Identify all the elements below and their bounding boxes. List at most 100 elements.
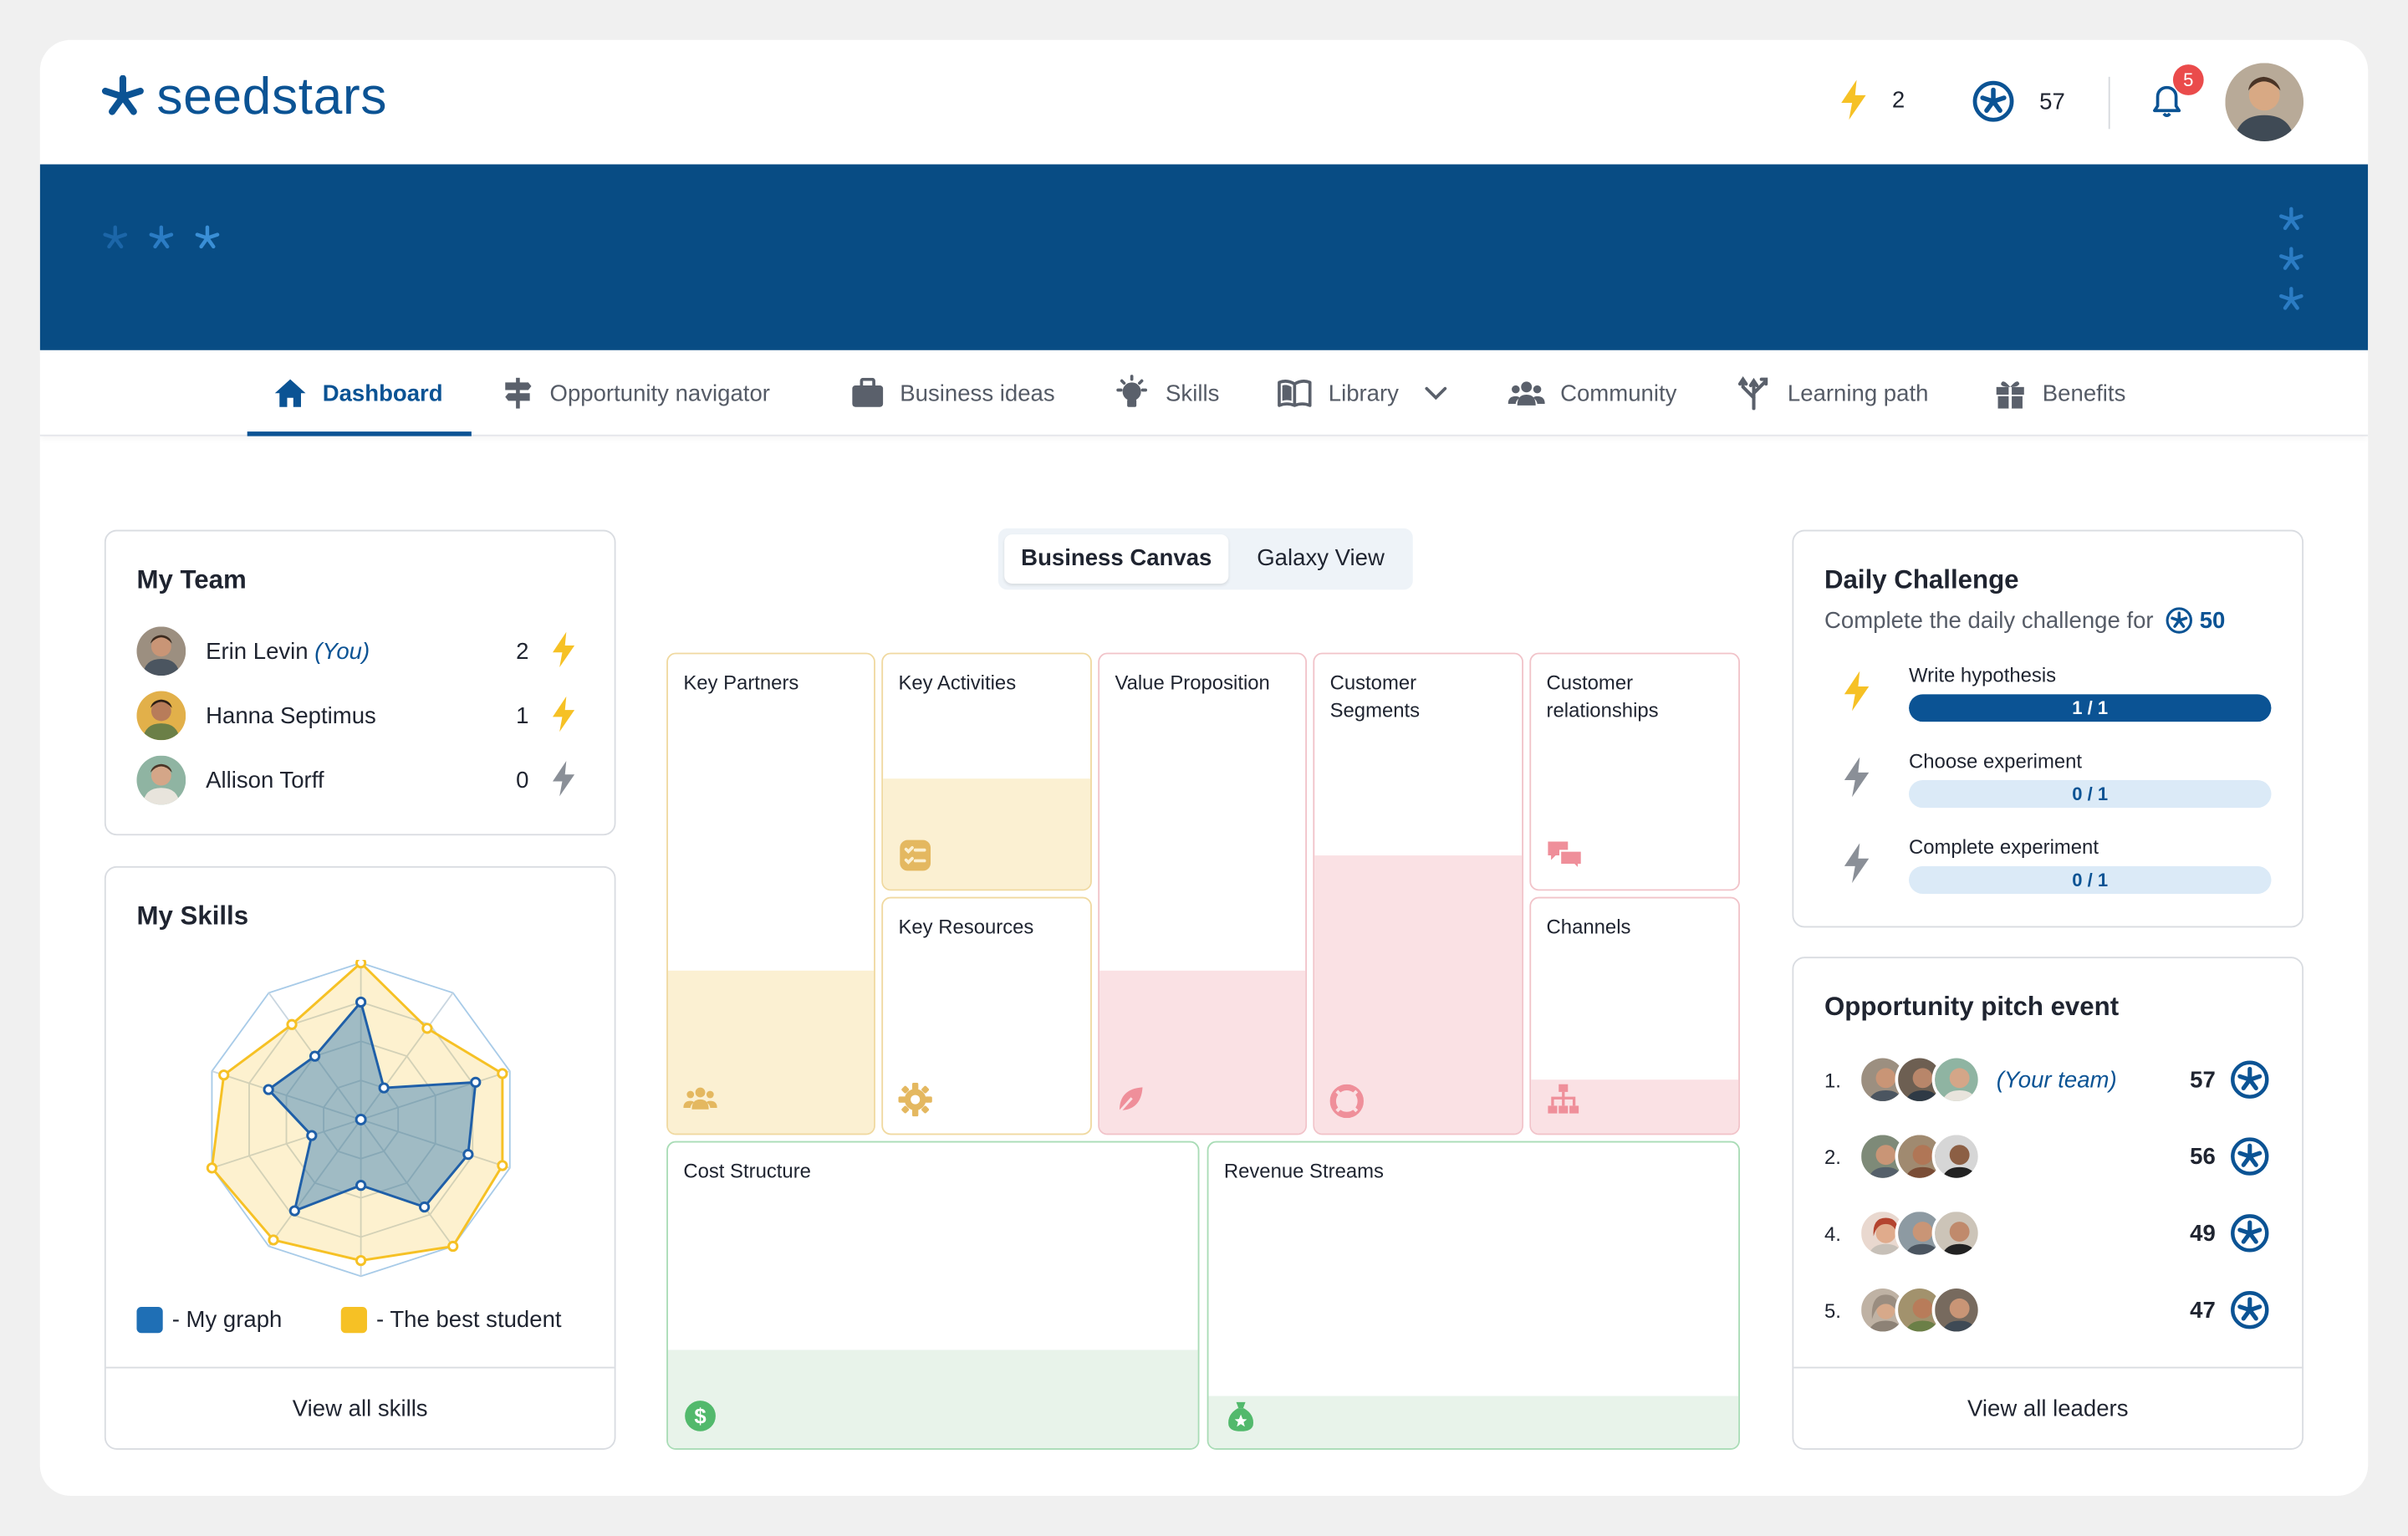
stars-count: 57 bbox=[2039, 88, 2065, 115]
seedstars-star-icon bbox=[2231, 1291, 2269, 1329]
view-all-leaders-button[interactable]: View all leaders bbox=[1793, 1366, 2303, 1448]
member-energy: 1 bbox=[516, 702, 529, 729]
team-score: 47 bbox=[2190, 1297, 2216, 1324]
user-avatar[interactable] bbox=[2225, 63, 2304, 141]
daily-challenge-title: Daily Challenge bbox=[1824, 564, 2019, 594]
avatar bbox=[136, 755, 186, 805]
nav-label: Learning path bbox=[1787, 380, 1929, 406]
team-avatars bbox=[1858, 1285, 1982, 1335]
radar-data-point bbox=[421, 1023, 433, 1034]
nav-community[interactable]: Community bbox=[1508, 350, 1677, 436]
leaderboard-row[interactable]: 5. 47 bbox=[1824, 1283, 2273, 1338]
people-group-icon bbox=[683, 1087, 717, 1110]
radar-spoke bbox=[360, 992, 454, 1120]
rank: 2. bbox=[1824, 1145, 1841, 1168]
checklist-icon bbox=[900, 839, 931, 871]
nav-label: Library bbox=[1328, 380, 1399, 406]
canvas-block-key-resources[interactable]: Key Resources bbox=[881, 896, 1092, 1135]
task-name: Complete experiment bbox=[1909, 835, 2099, 859]
book-icon bbox=[1278, 380, 1312, 407]
daily-challenge-card: Daily Challenge Complete the daily chall… bbox=[1792, 529, 2304, 928]
block-label: Cost Structure bbox=[683, 1159, 811, 1183]
rank: 4. bbox=[1824, 1222, 1841, 1245]
radar-data-point bbox=[288, 1205, 300, 1217]
radar-grid-ring bbox=[211, 962, 511, 1278]
avatar bbox=[1931, 1208, 1982, 1258]
radar-data-point bbox=[306, 1130, 318, 1141]
task-name: Choose experiment bbox=[1909, 749, 2083, 773]
you-label: (You) bbox=[314, 638, 370, 665]
daily-challenge-subtitle: Complete the daily challenge for bbox=[1824, 607, 2154, 634]
leaderboard-row[interactable]: 4. 49 bbox=[1824, 1206, 2273, 1261]
nav-label: Community bbox=[1560, 380, 1677, 406]
leaderboard-row[interactable]: 2. 56 bbox=[1824, 1129, 2273, 1184]
nav-skills[interactable]: Skills bbox=[1114, 350, 1220, 436]
business-canvas-tab[interactable]: Business Canvas bbox=[1004, 534, 1229, 584]
sitemap-icon bbox=[1548, 1084, 1579, 1114]
nav-benefits[interactable]: Benefits bbox=[1993, 350, 2125, 436]
leaderboard-row[interactable]: 1. (Your team) 57 bbox=[1824, 1052, 2273, 1107]
nav-library[interactable]: Library bbox=[1276, 350, 1447, 436]
block-label: Revenue Streams bbox=[1223, 1159, 1384, 1183]
pitch-event-title: Opportunity pitch event bbox=[1824, 992, 2120, 1022]
progress-fill bbox=[1909, 694, 2272, 722]
stars-stat[interactable]: 57 bbox=[1972, 80, 2065, 123]
chevron-down-icon[interactable] bbox=[1423, 385, 1447, 401]
nav-opportunity-navigator[interactable]: Opportunity navigator bbox=[501, 350, 770, 436]
radar-data-point bbox=[218, 1069, 230, 1081]
hero-banner bbox=[39, 164, 2369, 350]
my-skills-card: My Skills - My graph - The best student … bbox=[104, 865, 616, 1450]
canvas-block-revenue-streams[interactable]: Revenue Streams bbox=[1207, 1141, 1740, 1450]
decorative-stars-vertical-icon bbox=[2279, 207, 2303, 310]
paths-icon bbox=[1737, 376, 1768, 411]
radar-data-point bbox=[447, 1240, 459, 1253]
home-icon bbox=[274, 379, 306, 407]
radar-data-point bbox=[355, 1254, 367, 1267]
task-name: Write hypothesis bbox=[1909, 663, 2057, 687]
challenge-task[interactable]: Choose experiment 0 / 1 bbox=[1824, 749, 2285, 819]
view-all-skills-button[interactable]: View all skills bbox=[105, 1366, 615, 1448]
bell-icon[interactable] bbox=[2149, 83, 2186, 120]
canvas-block-key-partners[interactable]: Key Partners bbox=[666, 652, 875, 1135]
my-team-title: My Team bbox=[136, 564, 247, 594]
challenge-task[interactable]: Complete experiment 0 / 1 bbox=[1824, 835, 2285, 906]
bolt-icon bbox=[553, 760, 575, 797]
bolt-icon bbox=[1844, 757, 1870, 798]
radar-spoke bbox=[360, 1119, 454, 1248]
nav-label: Skills bbox=[1166, 380, 1220, 406]
radar-data-point bbox=[470, 1076, 482, 1088]
seedstars-logo[interactable]: seedstars bbox=[101, 70, 387, 123]
daily-reward: 50 bbox=[2199, 607, 2226, 634]
bolt-icon bbox=[1844, 671, 1870, 712]
galaxy-view-tab[interactable]: Galaxy View bbox=[1257, 545, 1385, 572]
leaf-icon bbox=[1117, 1087, 1143, 1115]
progress-text: 1 / 1 bbox=[2072, 697, 2109, 719]
team-member-row[interactable]: Erin Levin (You) 2 bbox=[136, 625, 582, 677]
nav-learning-path[interactable]: Learning path bbox=[1735, 350, 1928, 436]
rank: 1. bbox=[1824, 1068, 1841, 1091]
seedstars-star-icon bbox=[1972, 80, 2014, 122]
team-member-row[interactable]: Hanna Septimus 1 bbox=[136, 690, 582, 742]
challenge-task[interactable]: Write hypothesis 1 / 1 bbox=[1824, 663, 2285, 733]
progress-text: 0 / 1 bbox=[2072, 783, 2109, 805]
canvas-block-channels[interactable]: Channels bbox=[1529, 896, 1740, 1135]
nav-dashboard[interactable]: Dashboard bbox=[273, 350, 443, 436]
team-avatars bbox=[1858, 1208, 1982, 1258]
radar-data-point bbox=[418, 1201, 431, 1213]
canvas-block-customer-segments[interactable]: Customer Segments bbox=[1313, 652, 1524, 1135]
energy-stat[interactable]: 2 bbox=[1839, 79, 1905, 120]
canvas-block-cost-structure[interactable]: Cost Structure $ bbox=[666, 1141, 1200, 1450]
nav-label: Dashboard bbox=[322, 380, 443, 406]
canvas-block-key-activities[interactable]: Key Activities bbox=[881, 652, 1092, 891]
nav-business-ideas[interactable]: Business ideas bbox=[851, 350, 1055, 436]
canvas-block-customer-relationships[interactable]: Customer relationships bbox=[1529, 652, 1740, 891]
canvas-block-value-proposition[interactable]: Value Proposition bbox=[1098, 652, 1308, 1135]
avatar bbox=[136, 691, 186, 741]
team-member-row[interactable]: Allison Torff 0 bbox=[136, 754, 582, 806]
block-label: Key Activities bbox=[898, 671, 1017, 695]
block-label: Key Partners bbox=[683, 671, 799, 695]
briefcase-icon bbox=[852, 377, 884, 407]
legend-swatch bbox=[136, 1307, 163, 1334]
my-skills-title: My Skills bbox=[136, 901, 249, 931]
radar-center-point bbox=[355, 1113, 367, 1125]
